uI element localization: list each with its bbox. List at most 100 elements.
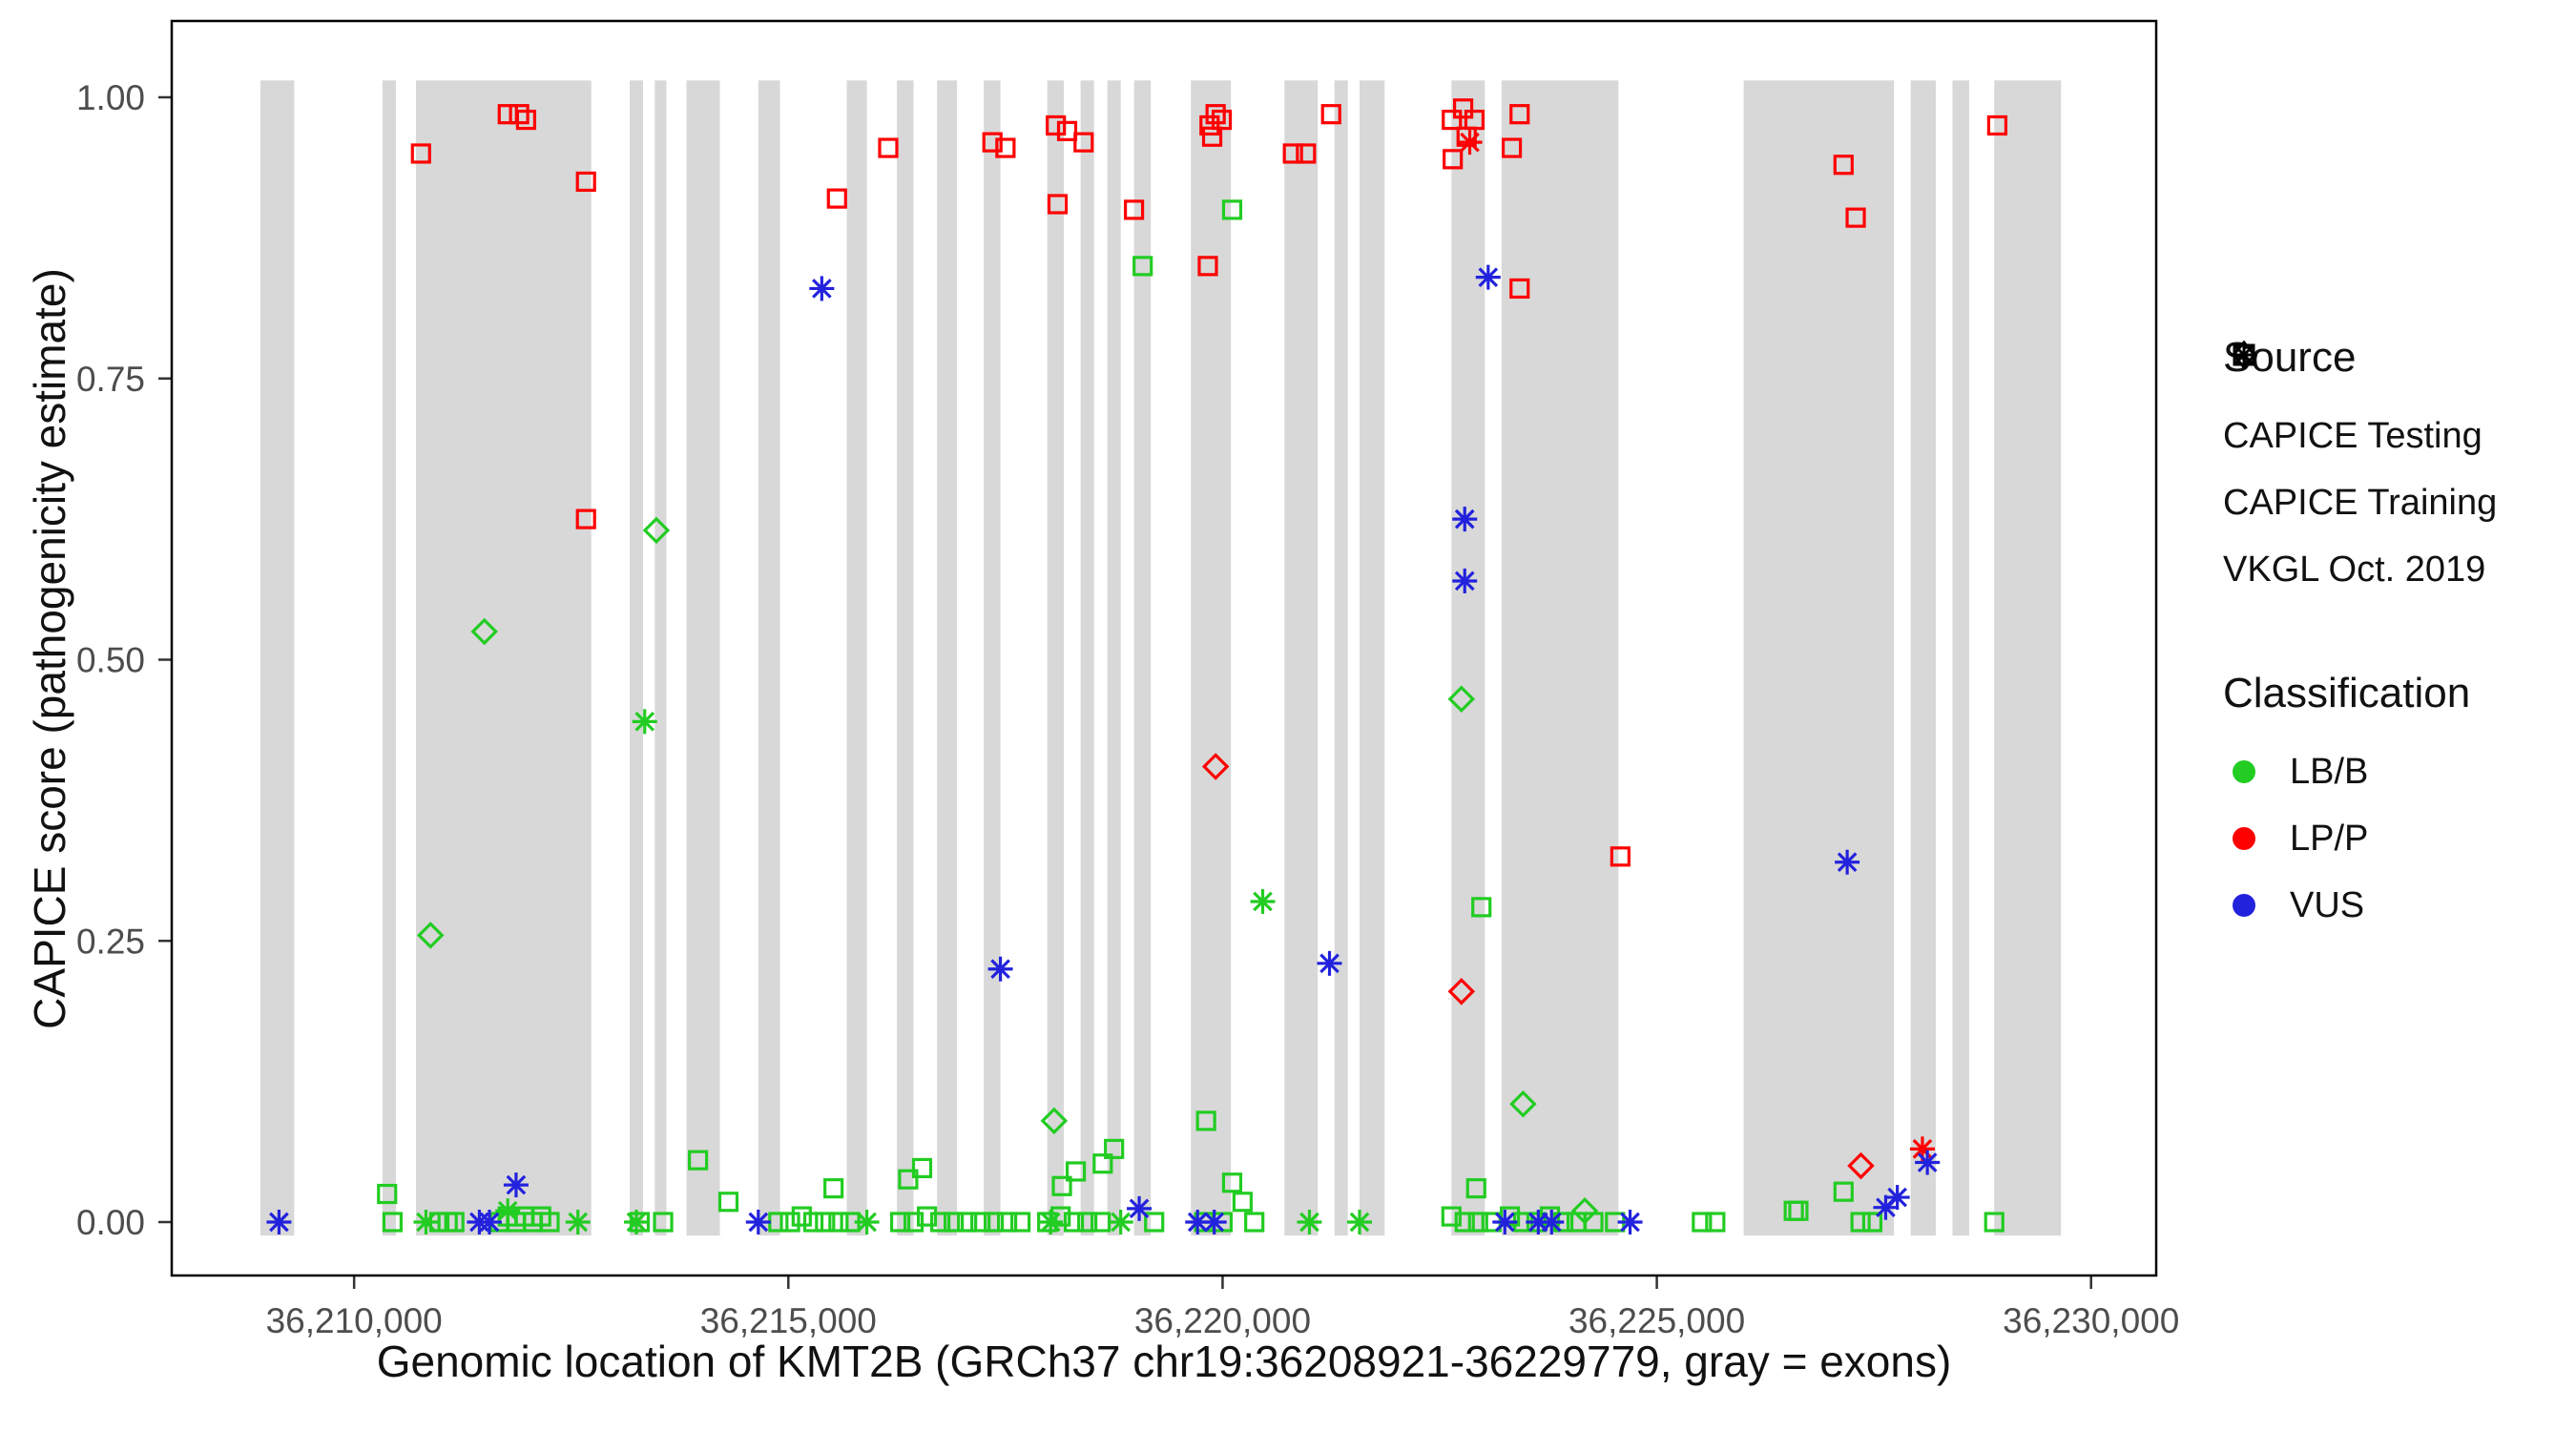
exon-band — [758, 80, 780, 1236]
data-point — [823, 1178, 844, 1199]
data-point — [1056, 120, 1078, 141]
data-point — [470, 617, 498, 646]
data-point — [1861, 1212, 1883, 1233]
data-point — [1984, 1212, 2005, 1233]
exon-band — [415, 80, 592, 1236]
data-point — [1129, 1198, 1150, 1219]
data-point — [1478, 267, 1499, 287]
legend-item-capice-training: CAPICE Training — [2223, 343, 2498, 536]
data-point — [957, 1212, 978, 1233]
data-point — [634, 712, 655, 732]
data-point — [1452, 98, 1474, 119]
data-point — [1471, 897, 1492, 918]
data-point — [990, 959, 1010, 980]
data-point — [930, 1212, 951, 1233]
data-point — [539, 1212, 560, 1233]
data-point — [1447, 685, 1476, 714]
data-point — [382, 1212, 403, 1233]
data-point — [898, 1169, 919, 1190]
data-point — [1201, 126, 1223, 147]
exon-band — [686, 80, 720, 1236]
data-point — [1620, 1212, 1640, 1233]
data-point — [1494, 1212, 1515, 1233]
data-point — [1443, 149, 1464, 170]
data-point — [1195, 1110, 1216, 1131]
data-point — [1610, 846, 1631, 867]
data-point — [1837, 852, 1858, 873]
data-point — [1064, 1212, 1085, 1233]
legend: Source CAPICE Testing CAPICE Training — [2223, 334, 2497, 1006]
legend-source-group: Source CAPICE Testing CAPICE Training — [2223, 334, 2497, 603]
legend-item-capice-testing: CAPICE Testing — [2223, 340, 2497, 469]
exon-band — [1501, 80, 1619, 1236]
data-point — [970, 1212, 991, 1233]
legend-classification-group: Classification LB/B LP/P VUS — [2223, 670, 2497, 939]
y-tick-label: 0.00 — [76, 1203, 145, 1242]
data-point — [1912, 1139, 1933, 1159]
data-point — [1296, 143, 1317, 164]
exon-band — [1743, 80, 1895, 1236]
data-point — [997, 1212, 1018, 1233]
data-point — [515, 109, 536, 131]
data-point — [1046, 114, 1067, 136]
legend-classification-title: Classification — [2223, 670, 2471, 716]
x-tick-label: 36,220,000 — [1134, 1301, 1311, 1340]
exon-band — [1284, 80, 1319, 1236]
data-point — [410, 143, 431, 164]
y-tick-label: 0.75 — [76, 360, 145, 399]
data-point — [983, 1212, 1005, 1233]
exon-band — [654, 80, 667, 1236]
data-point — [1040, 1107, 1069, 1135]
data-point — [995, 137, 1016, 158]
data-point — [1454, 570, 1475, 591]
exon-band — [1047, 80, 1065, 1236]
exon-band — [846, 80, 867, 1236]
legend-item-lbb: LB/B — [2223, 738, 2497, 805]
legend-label: CAPICE Training — [2223, 482, 2498, 523]
data-point — [1692, 1212, 1713, 1233]
exon-band — [1334, 80, 1348, 1236]
data-point — [1040, 1212, 1061, 1233]
exon-band — [629, 80, 644, 1236]
data-point — [1204, 1212, 1225, 1233]
data-point — [416, 1212, 436, 1233]
data-point — [1501, 137, 1523, 158]
data-point — [1201, 753, 1230, 780]
data-point — [1541, 1212, 1562, 1233]
exon-band — [897, 80, 914, 1236]
data-point — [1509, 104, 1530, 125]
data-point — [1047, 194, 1069, 215]
data-point — [812, 279, 832, 299]
data-point — [1845, 207, 1866, 228]
data-point — [1123, 199, 1145, 220]
legend-item-lpp: LP/P — [2223, 805, 2497, 872]
data-point — [1197, 256, 1218, 277]
data-point — [575, 508, 596, 529]
x-tick-label: 36,210,000 — [266, 1301, 443, 1340]
legend-label: LP/P — [2290, 818, 2369, 859]
legend-item-vkgl: VKGL Oct. 2019 — [2223, 342, 2497, 603]
data-point — [826, 188, 847, 209]
x-tick-label: 36,225,000 — [1568, 1301, 1745, 1340]
data-point — [1460, 132, 1480, 153]
data-point — [1111, 1212, 1131, 1233]
exon-band — [1910, 80, 1936, 1236]
data-point — [626, 1212, 647, 1233]
data-point — [497, 1200, 518, 1221]
exon-band — [937, 80, 958, 1236]
y-tick-label: 1.00 — [76, 78, 145, 117]
x-axis-title: Genomic location of KMT2B (GRCh37 chr19:… — [376, 1337, 1952, 1386]
data-point — [1986, 114, 2008, 136]
data-point — [1144, 1212, 1165, 1233]
data-point — [1320, 104, 1341, 125]
x-tick-label: 36,230,000 — [2003, 1301, 2179, 1340]
asterisk-icon — [2231, 342, 2257, 368]
lpp-color-dot — [2233, 827, 2255, 850]
data-point — [575, 171, 596, 193]
data-point — [1299, 1212, 1319, 1233]
data-point — [1221, 1172, 1243, 1193]
data-point — [1051, 1175, 1072, 1196]
data-point — [1917, 1152, 1938, 1172]
data-point — [1847, 1151, 1875, 1180]
